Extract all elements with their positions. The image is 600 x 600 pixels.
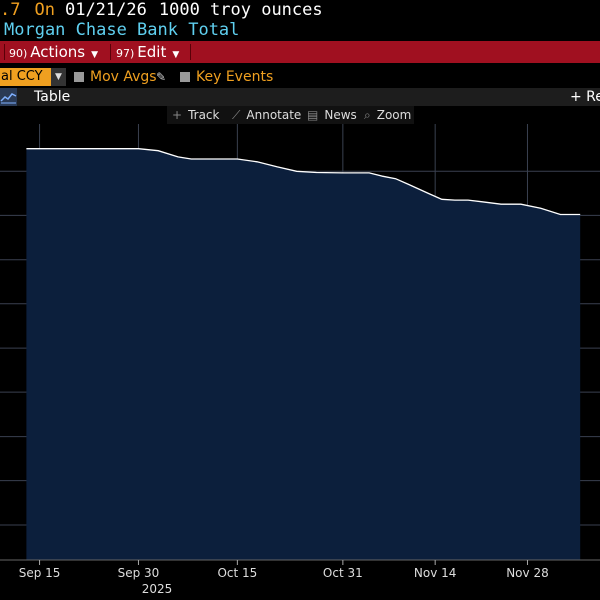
chevron-down-icon: ▼ — [172, 50, 180, 60]
line-chart-icon — [0, 93, 17, 104]
actions-label: Actions — [30, 43, 86, 61]
pencil-icon[interactable]: ✎ — [156, 70, 167, 84]
edit-shortcut: 97) — [116, 47, 135, 60]
menu-separator — [4, 44, 5, 60]
chevron-down-icon: ▼ — [91, 50, 99, 60]
annotate-label: Annotate — [246, 108, 302, 122]
x-axis: Sep 15 Sep 30 Oct 15 Oct 31 Nov 14 Nov 28 — [0, 559, 600, 580]
currency-field[interactable]: al CCY — [0, 68, 51, 86]
series-line — [26, 148, 581, 216]
zoom-tool[interactable]: ⌕ Zoom — [364, 106, 411, 124]
edit-label: Edit — [137, 43, 167, 61]
key-events-checkbox[interactable] — [180, 72, 190, 82]
security-title: Morgan Chase Bank Total — [4, 20, 240, 40]
add-report-button[interactable]: + Re — [570, 89, 600, 105]
tab-chart[interactable] — [0, 88, 17, 106]
track-tool[interactable]: + Track — [172, 106, 219, 124]
chart-area[interactable]: Sep 15 Sep 30 Oct 15 Oct 31 Nov 14 Nov 28 202… — [0, 124, 600, 600]
track-label: Track — [188, 108, 220, 122]
news-icon: ▤ — [307, 108, 319, 122]
tool-strip — [167, 106, 414, 124]
x-tick-label: Oct 15 — [217, 566, 257, 580]
header-line-1: .7 On 01/21/26 1000 troy ounces — [0, 0, 600, 21]
zoom-label: Zoom — [376, 108, 412, 122]
x-tick-label: Nov 28 — [506, 566, 549, 580]
mov-avgs-checkbox[interactable] — [74, 72, 84, 82]
options-bar: al CCY ▼ Mov Avgs ✎ Key Events — [0, 66, 600, 88]
menu-bar: 90) Actions ▼ 97) Edit ▼ — [0, 41, 600, 63]
annotate-tool[interactable]: ⟋ Annotate — [232, 106, 301, 124]
mov-avgs-label[interactable]: Mov Avgs — [90, 69, 157, 85]
menu-separator — [190, 44, 191, 60]
year-label: 2025 — [142, 582, 173, 596]
as-of-date[interactable]: 01/21/26 — [64, 0, 147, 20]
x-tick-label: Sep 30 — [118, 566, 160, 580]
chevron-down-icon[interactable]: ▼ — [51, 68, 66, 86]
series-area — [26, 148, 581, 560]
actions-shortcut: 90) — [9, 47, 28, 60]
edit-menu-button[interactable]: 97) Edit ▼ — [116, 41, 179, 63]
news-tool[interactable]: ▤ News — [307, 106, 357, 124]
tab-table[interactable]: Table — [34, 89, 71, 105]
tab-bar: Table + Re — [0, 88, 600, 106]
annotate-icon: ⟋ — [232, 108, 241, 122]
chart-tools: + Track ⟋ Annotate ▤ News ⌕ Zoom — [0, 106, 600, 124]
x-tick-label: Oct 31 — [323, 566, 363, 580]
menu-separator — [110, 44, 111, 60]
actions-menu-button[interactable]: 90) Actions ▼ — [9, 41, 98, 63]
x-tick-label: Nov 14 — [414, 566, 457, 580]
news-label: News — [324, 108, 357, 122]
x-tick-label: Sep 15 — [19, 566, 61, 580]
crosshair-icon: + — [172, 108, 183, 122]
search-icon: ⌕ — [364, 108, 371, 122]
key-events-label[interactable]: Key Events — [196, 69, 274, 85]
value-fragment: .7 — [0, 0, 21, 20]
unit-label: 1000 troy ounces — [158, 0, 323, 20]
on-label: On — [34, 0, 55, 20]
